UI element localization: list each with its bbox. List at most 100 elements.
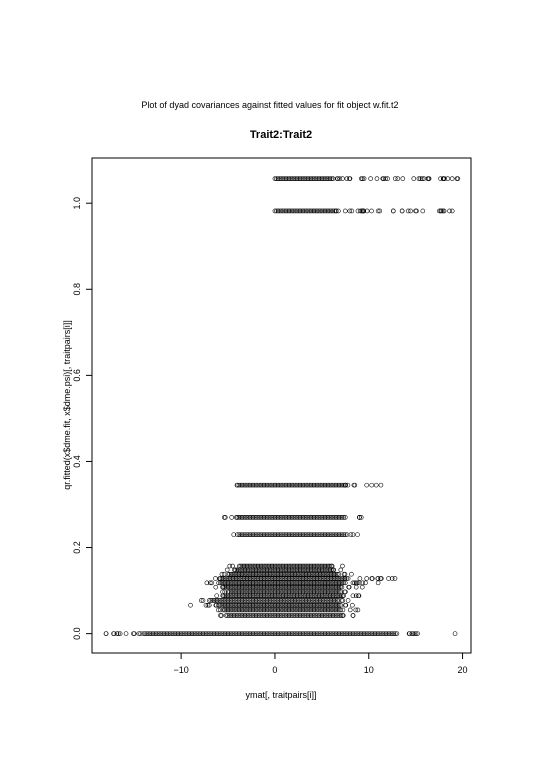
data-point [305, 515, 311, 520]
data-point [220, 584, 225, 590]
data-point [324, 532, 329, 537]
data-point [230, 631, 236, 636]
data-point [285, 576, 290, 581]
data-point [297, 598, 303, 603]
data-point [286, 589, 292, 595]
y-tick-label: 1.0 [72, 197, 82, 210]
data-point [271, 602, 276, 608]
data-point [289, 515, 295, 520]
data-point [278, 584, 284, 590]
data-point [305, 208, 311, 214]
data-point [219, 631, 225, 636]
data-point [314, 482, 320, 488]
data-point [282, 584, 287, 590]
data-point [318, 176, 323, 181]
data-point [283, 576, 289, 581]
data-point [150, 631, 156, 636]
data-point [307, 563, 312, 569]
data-point [294, 482, 300, 488]
data-point [244, 563, 250, 569]
data-point [275, 571, 281, 577]
data-point [335, 580, 340, 586]
data-point [302, 515, 307, 520]
data-point [386, 631, 392, 636]
data-point [267, 607, 273, 613]
data-point [347, 208, 353, 214]
data-point [385, 176, 390, 181]
data-point [328, 208, 334, 214]
data-point [269, 613, 275, 618]
data-point [272, 563, 278, 569]
data-point [289, 607, 295, 613]
data-point [313, 607, 318, 613]
data-point [278, 208, 284, 214]
data-point [210, 598, 215, 603]
data-point [452, 631, 458, 636]
data-point [256, 589, 262, 595]
data-point [238, 580, 243, 586]
data-point [269, 607, 275, 613]
data-point [274, 208, 279, 214]
data-point [338, 482, 343, 488]
data-point [342, 631, 348, 636]
data-point [392, 576, 398, 581]
data-point [283, 598, 288, 603]
data-point [339, 631, 345, 636]
data-point [131, 631, 137, 636]
data-point [275, 584, 281, 590]
data-point [263, 584, 268, 590]
data-point [268, 563, 273, 569]
data-point [235, 589, 240, 595]
data-point [333, 532, 339, 537]
data-point [322, 589, 328, 595]
data-point [254, 576, 259, 581]
data-point [263, 607, 268, 613]
data-point [272, 613, 278, 618]
data-point [264, 532, 270, 537]
data-point [374, 176, 380, 181]
data-point [206, 631, 212, 636]
data-point [325, 598, 331, 603]
data-point [299, 571, 304, 577]
data-point [308, 613, 314, 618]
data-point [319, 598, 324, 603]
data-point [310, 482, 315, 488]
data-point [291, 607, 296, 613]
data-point [264, 598, 270, 603]
data-point [291, 576, 296, 581]
data-point [274, 598, 279, 603]
data-point [275, 532, 281, 537]
data-point [216, 607, 221, 613]
data-point [214, 631, 220, 636]
data-point [255, 602, 261, 608]
data-point [293, 176, 298, 181]
data-point [114, 631, 120, 636]
data-point [222, 607, 228, 613]
data-point [366, 631, 372, 636]
data-point [274, 571, 279, 577]
data-point [327, 563, 332, 569]
data-point [255, 571, 260, 577]
data-point [308, 208, 314, 214]
data-point [272, 584, 278, 590]
data-point [269, 589, 275, 595]
data-point [231, 631, 237, 636]
y-tick-label: 0.6 [72, 369, 82, 382]
data-point [322, 208, 328, 214]
data-point [261, 598, 267, 603]
data-point [292, 482, 298, 488]
data-point [249, 580, 254, 586]
data-point [221, 580, 226, 586]
data-point [186, 631, 192, 636]
data-point [282, 576, 287, 581]
data-point [333, 580, 339, 586]
data-point [311, 482, 317, 488]
data-point [216, 602, 221, 608]
data-point [289, 482, 295, 488]
data-point [252, 580, 257, 586]
data-point [372, 631, 378, 636]
data-point [250, 613, 256, 618]
data-point [253, 607, 259, 613]
data-point [360, 631, 365, 636]
data-point [166, 631, 171, 636]
